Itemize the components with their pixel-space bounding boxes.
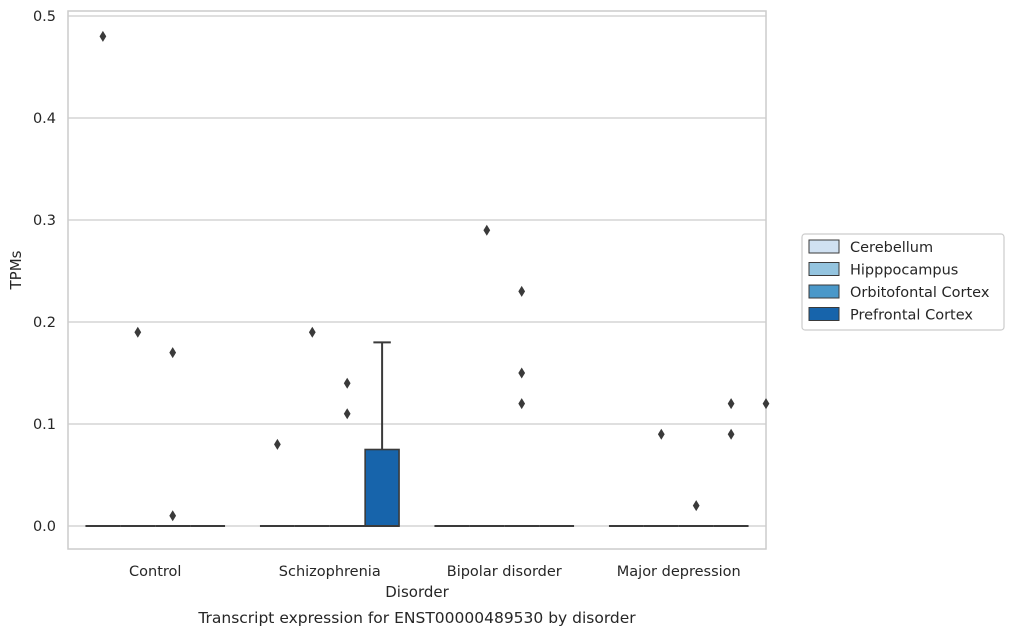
legend-swatch-hipppocampus [808, 262, 840, 276]
outlier-point [657, 428, 665, 440]
legend-frame [801, 233, 1005, 331]
x-axis-title: Disorder [385, 583, 449, 601]
box-orbitofontal-cortex [329, 377, 365, 527]
outlier-point [343, 408, 351, 420]
outlier-point [762, 398, 770, 410]
outlier-point [169, 510, 177, 522]
y-tick-labels: 0.0 0.1 0.2 0.3 0.4 0.5 [33, 9, 56, 535]
x-tick-label: Bipolar disorder [447, 564, 562, 580]
plot-frame [67, 10, 767, 550]
legend: Cerebellum Hipppocampus Orbitofontal Corte… [801, 233, 1005, 331]
outlier-point [518, 367, 526, 379]
legend-label-hipppocampus: Hipppocampus [850, 263, 958, 279]
y-tick-label: 0.2 [33, 315, 56, 331]
box-cerebellum [85, 30, 121, 527]
box-hipppocampus [294, 326, 330, 527]
box-hipppocampus [120, 326, 156, 527]
outlier-point [169, 347, 177, 359]
outlier-point [518, 398, 526, 410]
legend-swatch-cerebellum [808, 239, 840, 254]
x-tick-labels: Control Schizophrenia Bipolar disorder Majo… [129, 564, 741, 580]
y-tick-label: 0.1 [33, 417, 56, 433]
outlier-point [483, 224, 491, 236]
y-tick-label: 0.4 [33, 111, 56, 127]
box-prefrontal-cortex [713, 398, 749, 527]
outlier-point [727, 398, 735, 410]
outlier-point [99, 30, 107, 42]
legend-label-cerebellum: Cerebellum [850, 240, 933, 256]
box-plot-layer [85, 30, 770, 527]
box-orbitofontal-cortex [678, 500, 714, 527]
outlier-point [518, 285, 526, 297]
outlier-point [134, 326, 142, 338]
x-tick-label: Major depression [617, 564, 741, 580]
legend-label-orbitofontal-cortex: Orbitofontal Cortex [850, 285, 990, 301]
x-tick-label: Control [129, 564, 181, 580]
box-orbitofontal-cortex [155, 347, 191, 527]
outlier-point [727, 428, 735, 440]
x-tick-label: Schizophrenia [279, 564, 381, 580]
box-orbitofontal-cortex [504, 285, 540, 527]
box-hipppocampus [643, 428, 679, 527]
y-tick-label: 0.3 [33, 213, 56, 229]
box-cerebellum [259, 438, 295, 527]
outlier-point [343, 377, 351, 389]
outlier-point [692, 500, 700, 512]
chart-caption: Transcript expression for ENST0000048953… [197, 609, 636, 627]
box-hipppocampus [469, 224, 505, 527]
legend-swatch-orbitofontal-cortex [808, 284, 840, 299]
box-body [364, 448, 400, 527]
y-axis-title: TPMs [7, 250, 25, 290]
legend-label-prefrontal-cortex: Prefrontal Cortex [850, 308, 973, 324]
y-tick-label: 0.5 [33, 9, 56, 25]
outlier-point [308, 326, 316, 338]
box-prefrontal-cortex [364, 341, 400, 527]
grid-lines [68, 15, 766, 527]
y-tick-label: 0.0 [33, 519, 56, 535]
outlier-point [274, 438, 281, 450]
legend-swatch-prefrontal-cortex [808, 307, 840, 321]
